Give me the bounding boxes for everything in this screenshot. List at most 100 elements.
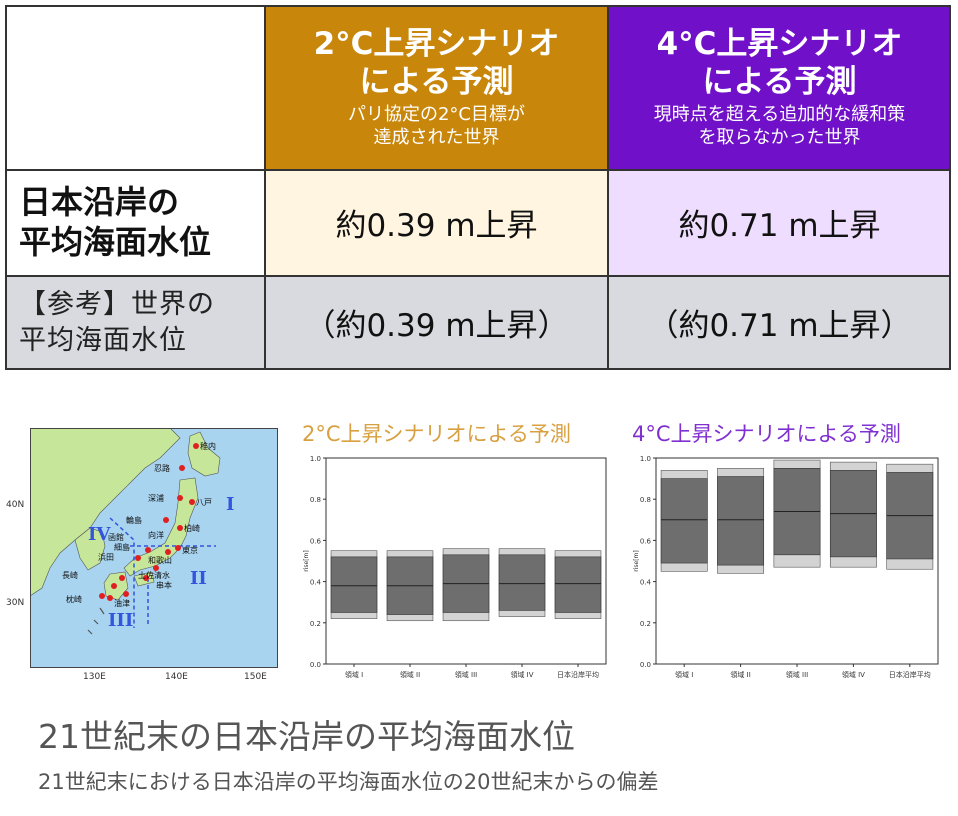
y-tick-label: 1.0 xyxy=(640,455,651,463)
y-tick-label: 1.0 xyxy=(310,455,321,463)
japan-map: 稚内 忍路 深浦 函館 八戸 輪島 柏崎 浜田 向洋 東京 細島 和歌山 長崎 … xyxy=(30,428,278,668)
station-label: 向洋 xyxy=(148,530,164,540)
table-border xyxy=(264,5,266,370)
map-lat-label-30n: 30N xyxy=(6,598,25,608)
x-tick-label: 領域 III xyxy=(455,670,477,679)
region-label-i: I xyxy=(226,494,234,515)
x-tick-label: 日本沿岸平均 xyxy=(557,670,599,679)
box-chart-2c: 0.0 0.2 0.4 0.6 0.8 1.0 rise[m] 領域 I 領域 II 領域 III… xyxy=(303,455,607,679)
header-4c-sub-2: を取らなかった世界 xyxy=(698,127,861,148)
table-border xyxy=(607,5,609,370)
map-lon-label-150e: 150E xyxy=(244,672,267,682)
station-label: 枕崎 xyxy=(66,594,82,604)
y-axis-label: rise[m] xyxy=(633,550,640,571)
region-label-ii: II xyxy=(190,568,207,589)
x-tick-label: 領域 IV xyxy=(510,670,533,679)
row-japan-label-2: 平均海面水位 xyxy=(19,223,212,261)
header-2c-scenario: 2°C上昇シナリオ による予測 パリ協定の2°C目標が 達成された世界 xyxy=(265,5,608,169)
map-lat-label-40n: 40N xyxy=(6,500,25,510)
station-label: 土佐清水 xyxy=(138,570,170,580)
y-tick-label: 0.6 xyxy=(640,537,652,545)
x-tick-label: 領域 II xyxy=(730,670,750,679)
table-border xyxy=(5,275,951,277)
row-global-4c-value: （約0.71 m上昇） xyxy=(608,275,951,370)
map-lon-label-140e: 140E xyxy=(165,672,188,682)
map-continent xyxy=(30,428,181,597)
y-tick-label: 0.2 xyxy=(640,620,651,628)
table-border xyxy=(949,5,951,370)
station-label: 細島 xyxy=(114,542,130,552)
map-honshu xyxy=(123,477,199,577)
y-tick-label: 0.4 xyxy=(310,579,322,587)
y-tick-label: 0.8 xyxy=(310,496,321,504)
x-tick-label: 領域 II xyxy=(400,670,420,679)
row-japan-label-1: 日本沿岸の xyxy=(19,183,180,221)
comparison-table: 2°C上昇シナリオ による予測 パリ協定の2°C目標が 達成された世界 4°C上… xyxy=(5,5,951,370)
station-label: 長崎 xyxy=(62,570,78,580)
row-global-label-2: 平均海面水位 xyxy=(19,324,187,356)
table-border xyxy=(5,5,7,370)
chart-2c-title: 2°C上昇シナリオによる予測 xyxy=(302,422,571,446)
table-corner xyxy=(5,5,265,169)
caption-subtitle: 21世紀末における日本沿岸の平均海面水位の20世紀末からの偏差 xyxy=(38,770,659,794)
map-lon-label-130e: 130E xyxy=(83,672,106,682)
y-tick-label: 0.0 xyxy=(640,661,651,669)
box-inner-range xyxy=(717,476,765,566)
y-axis-label: rise[m] xyxy=(303,550,310,571)
table-border xyxy=(5,5,951,7)
station-label: 油津 xyxy=(114,598,130,608)
box-inner-range xyxy=(330,556,378,613)
header-4c-sub-1: 現時点を超える追加的な緩和策 xyxy=(653,104,906,125)
y-tick-label: 0.2 xyxy=(310,620,321,628)
station-label: 浜田 xyxy=(98,552,114,562)
station-label: 忍路 xyxy=(154,463,170,473)
x-tick-label: 日本沿岸平均 xyxy=(889,670,931,679)
region-label-iv: IV xyxy=(88,524,111,545)
station-label: 函館 xyxy=(108,532,124,542)
row-global-label: 【参考】世界の 平均海面水位 xyxy=(5,275,265,370)
box-chart-4c: 0.0 0.2 0.4 0.6 0.8 1.0 rise[m] 領域 I 領域 II 領域 III… xyxy=(633,455,939,679)
header-4c-scenario: 4°C上昇シナリオ による予測 現時点を超える追加的な緩和策 を取らなかった世界 xyxy=(608,5,951,169)
header-4c-title-2: による予測 xyxy=(702,64,857,100)
box-inner-range xyxy=(498,554,546,611)
map-frame xyxy=(30,428,278,668)
x-tick-label: 領域 III xyxy=(786,670,808,679)
box-inner-range xyxy=(660,478,708,564)
chart-4c-title: 4°C上昇シナリオによる予測 xyxy=(632,422,901,446)
station-label: 串本 xyxy=(156,580,172,590)
header-2c-sub-1: パリ協定の2°C目標が xyxy=(347,104,526,125)
x-tick-label: 領域 I xyxy=(345,670,363,679)
map-region-divider xyxy=(109,517,135,628)
x-tick-label: 領域 I xyxy=(675,670,693,679)
row-global-2c-value: （約0.39 m上昇） xyxy=(265,275,608,370)
x-tick-label: 領域 IV xyxy=(842,670,865,679)
header-4c-title-1: 4°C上昇シナリオ xyxy=(656,26,903,62)
map-station-labels: 稚内 忍路 深浦 函館 八戸 輪島 柏崎 浜田 向洋 東京 細島 和歌山 長崎 … xyxy=(62,441,216,608)
row-japan-4c-value: 約0.71 m上昇 xyxy=(608,169,951,275)
station-label: 東京 xyxy=(182,545,198,555)
caption-title: 21世紀末の日本沿岸の平均海面水位 xyxy=(38,717,575,756)
station-label: 柏崎 xyxy=(184,523,200,533)
row-global-label-1: 【参考】世界の xyxy=(19,288,215,320)
box-inner-range xyxy=(554,556,602,613)
station-label: 深浦 xyxy=(148,493,164,503)
row-japan-2c-value: 約0.39 m上昇 xyxy=(265,169,608,275)
header-2c-title-1: 2°C上昇シナリオ xyxy=(313,26,560,62)
header-2c-sub-2: 達成された世界 xyxy=(373,127,500,148)
y-tick-label: 0.6 xyxy=(310,537,322,545)
header-2c-title-2: による予測 xyxy=(359,64,514,100)
map-korea xyxy=(74,527,106,571)
region-label-iii: III xyxy=(108,610,133,631)
y-tick-label: 0.8 xyxy=(640,496,651,504)
station-label: 和歌山 xyxy=(148,555,172,565)
map-stations xyxy=(99,443,199,601)
table-border xyxy=(5,368,951,370)
station-label: 輪島 xyxy=(126,515,142,525)
y-tick-label: 0.0 xyxy=(310,661,321,669)
y-tick-label: 0.4 xyxy=(640,579,652,587)
station-label: 八戸 xyxy=(196,498,212,507)
table-border xyxy=(5,169,951,171)
map-islands xyxy=(87,607,105,635)
station-label: 稚内 xyxy=(200,441,216,451)
row-japan-label: 日本沿岸の 平均海面水位 xyxy=(5,169,265,275)
